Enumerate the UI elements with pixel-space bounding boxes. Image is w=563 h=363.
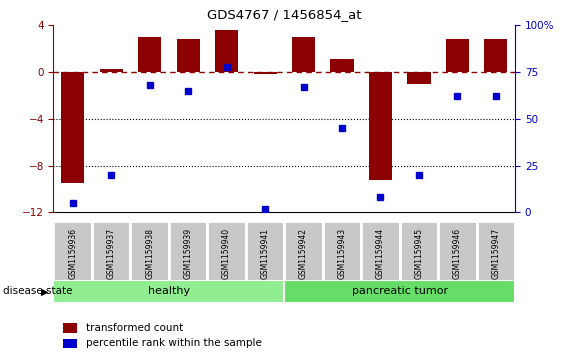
Bar bbox=[61, 72, 84, 183]
Bar bbox=[438, 221, 477, 285]
Bar bbox=[246, 221, 284, 285]
Bar bbox=[400, 221, 438, 285]
Text: GSM1159937: GSM1159937 bbox=[107, 228, 115, 279]
Bar bbox=[92, 221, 131, 285]
Bar bbox=[446, 40, 469, 72]
Bar bbox=[284, 280, 515, 303]
Text: GSM1159943: GSM1159943 bbox=[338, 228, 346, 279]
Text: pancreatic tumor: pancreatic tumor bbox=[352, 286, 448, 296]
Bar bbox=[207, 221, 246, 285]
Text: percentile rank within the sample: percentile rank within the sample bbox=[86, 338, 262, 348]
Text: GSM1159938: GSM1159938 bbox=[145, 228, 154, 279]
Bar bbox=[330, 59, 354, 72]
Bar bbox=[62, 339, 77, 348]
Bar bbox=[53, 280, 284, 303]
Bar bbox=[408, 72, 431, 84]
Bar bbox=[100, 69, 123, 72]
Text: GSM1159940: GSM1159940 bbox=[222, 228, 231, 279]
Text: disease state: disease state bbox=[3, 286, 72, 296]
Bar bbox=[62, 323, 77, 333]
Bar bbox=[177, 40, 200, 72]
Bar bbox=[323, 221, 361, 285]
Bar bbox=[369, 72, 392, 180]
Bar bbox=[169, 221, 207, 285]
Text: GSM1159941: GSM1159941 bbox=[261, 228, 270, 279]
Text: GSM1159942: GSM1159942 bbox=[299, 228, 308, 279]
Text: healthy: healthy bbox=[148, 286, 190, 296]
Bar bbox=[53, 221, 92, 285]
Bar bbox=[292, 37, 315, 72]
Bar bbox=[215, 30, 238, 72]
Text: GSM1159944: GSM1159944 bbox=[376, 228, 385, 279]
Bar bbox=[361, 221, 400, 285]
Title: GDS4767 / 1456854_at: GDS4767 / 1456854_at bbox=[207, 8, 361, 21]
Text: GSM1159936: GSM1159936 bbox=[68, 228, 77, 279]
Bar bbox=[131, 221, 169, 285]
Text: GSM1159947: GSM1159947 bbox=[491, 228, 501, 279]
Bar bbox=[484, 40, 507, 72]
Bar bbox=[284, 221, 323, 285]
Text: ▶: ▶ bbox=[41, 286, 49, 296]
Text: transformed count: transformed count bbox=[86, 323, 183, 333]
Text: GSM1159939: GSM1159939 bbox=[184, 228, 193, 279]
Text: GSM1159946: GSM1159946 bbox=[453, 228, 462, 279]
Text: GSM1159945: GSM1159945 bbox=[414, 228, 423, 279]
Bar bbox=[477, 221, 515, 285]
Bar bbox=[138, 37, 161, 72]
Bar bbox=[253, 72, 276, 74]
